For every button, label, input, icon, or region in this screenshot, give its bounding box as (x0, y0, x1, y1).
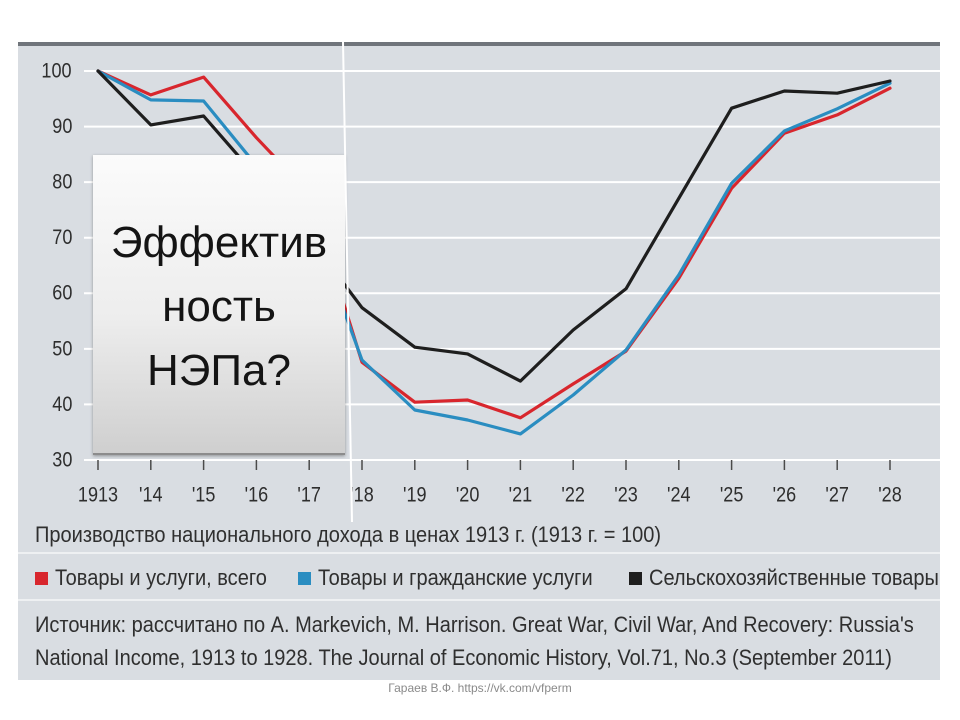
x-tick-label: '20 (456, 483, 480, 507)
y-tick-label: 100 (41, 59, 71, 83)
legend-swatch-civil (298, 572, 311, 585)
y-tick-label: 60 (52, 281, 72, 305)
y-tick-label: 30 (52, 448, 72, 472)
y-tick-label: 50 (52, 337, 72, 361)
footer-credit: Гараев В.Ф. https://vk.com/vfperm (388, 681, 572, 695)
legend-label-agri: Сельскохозяйственные товары (649, 565, 939, 590)
separator (18, 599, 940, 601)
y-tick-label: 80 (52, 170, 72, 194)
series-line-2 (96, 69, 892, 436)
series-line-3 (96, 69, 892, 383)
question-line: ность (162, 282, 276, 331)
x-tick-label: '27 (825, 483, 849, 507)
x-tick-label: '16 (245, 483, 269, 507)
legend-swatch-total (35, 572, 48, 585)
x-tick-label: 1913 (78, 483, 118, 507)
x-tick-label: '17 (297, 483, 321, 507)
question-line: Эффектив (110, 218, 328, 267)
source-line-2: National Income, 1913 to 1928. The Journ… (35, 645, 892, 670)
series-line-1 (96, 69, 892, 420)
x-tick-label: '21 (509, 483, 533, 507)
y-tick-label: 70 (52, 226, 72, 250)
legend-label-civil: Товары и гражданские услуги (318, 565, 593, 590)
legend-label-total: Товары и услуги, всего (55, 565, 267, 590)
chart-caption: Производство национального дохода в цена… (35, 522, 662, 547)
x-tick-label: '18 (350, 483, 374, 507)
chart-panel: 30 40 50 60 70 80 90 100 1913 '14 '15 '16 '17 '18 '19 '… (18, 42, 940, 680)
x-tick-label: '19 (403, 483, 427, 507)
question-text-box: Эффектив ность НЭПа? (93, 155, 345, 455)
x-tick-label: '26 (773, 483, 797, 507)
x-tick-label: '24 (667, 483, 691, 507)
y-tick-label: 90 (52, 115, 72, 139)
x-tick-label: '15 (192, 483, 216, 507)
separator (18, 552, 940, 554)
x-tick-label: '28 (878, 483, 902, 507)
y-tick-label: 40 (52, 393, 72, 417)
x-tick-label: '14 (139, 483, 163, 507)
x-tick-label: '23 (614, 483, 638, 507)
legend-swatch-agri (629, 572, 642, 585)
question-line: НЭПа? (147, 346, 291, 395)
panel-top-border (18, 42, 940, 46)
x-tick-label: '22 (561, 483, 585, 507)
source-line-1: Источник: рассчитано по A. Markevich, M.… (35, 612, 914, 637)
x-tick-label: '25 (720, 483, 744, 507)
